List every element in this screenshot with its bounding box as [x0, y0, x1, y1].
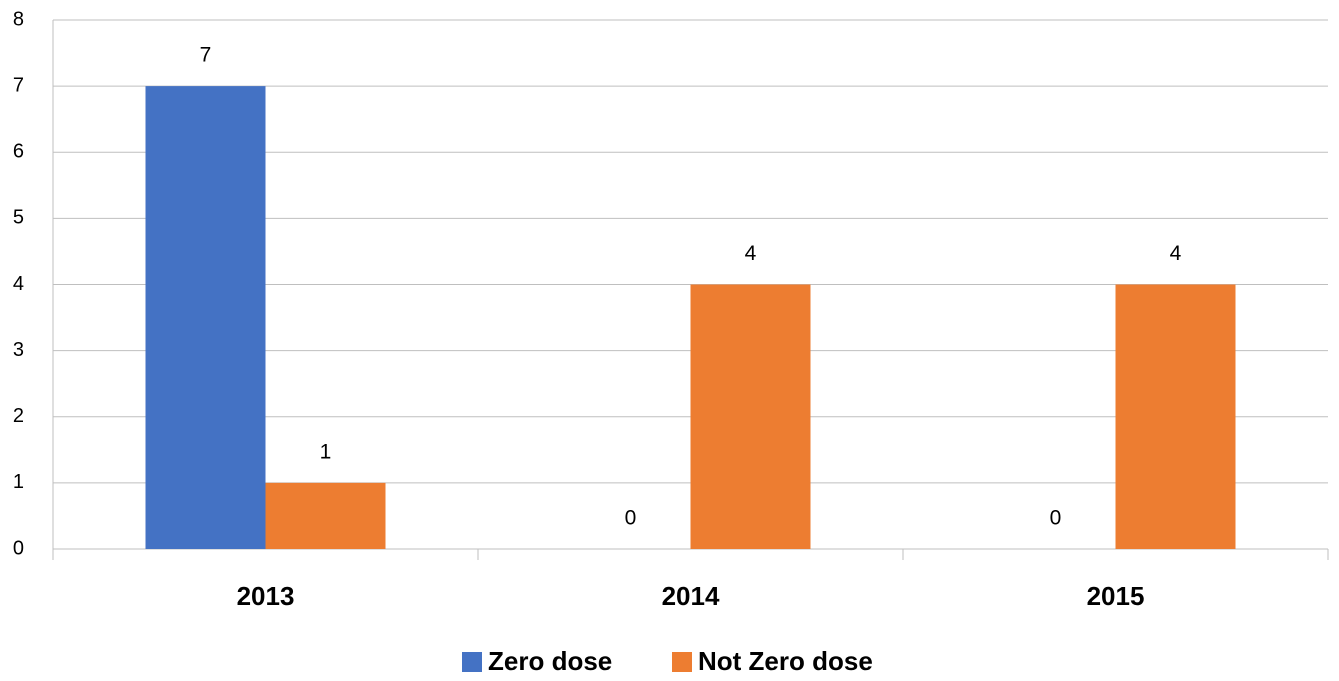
bar: [265, 482, 386, 549]
y-tick-label: 7: [13, 74, 24, 96]
data-label: 0: [1050, 507, 1062, 530]
data-label: 7: [200, 44, 212, 67]
y-tick-label: 0: [13, 537, 24, 559]
y-tick-label: 3: [13, 339, 24, 361]
y-tick-label: 8: [13, 8, 24, 30]
y-tick-label: 6: [13, 141, 24, 163]
x-tick-label: 2013: [237, 581, 295, 611]
legend-swatch: [462, 652, 482, 672]
y-tick-label: 2: [13, 405, 24, 427]
y-tick-label: 5: [13, 207, 24, 229]
y-tick-label: 1: [13, 471, 24, 493]
bar: [145, 86, 266, 549]
bar: [690, 284, 811, 549]
x-tick-label: 2015: [1087, 581, 1145, 611]
bar: [1115, 284, 1236, 549]
x-tick-label: 2014: [662, 581, 720, 611]
y-tick-label: 4: [13, 273, 24, 295]
data-label: 4: [745, 242, 757, 265]
legend-label: Not Zero dose: [698, 646, 873, 676]
legend-swatch: [672, 652, 692, 672]
data-label: 1: [320, 440, 332, 463]
data-label: 4: [1170, 242, 1182, 265]
legend-label: Zero dose: [488, 646, 612, 676]
data-label: 0: [625, 507, 637, 530]
